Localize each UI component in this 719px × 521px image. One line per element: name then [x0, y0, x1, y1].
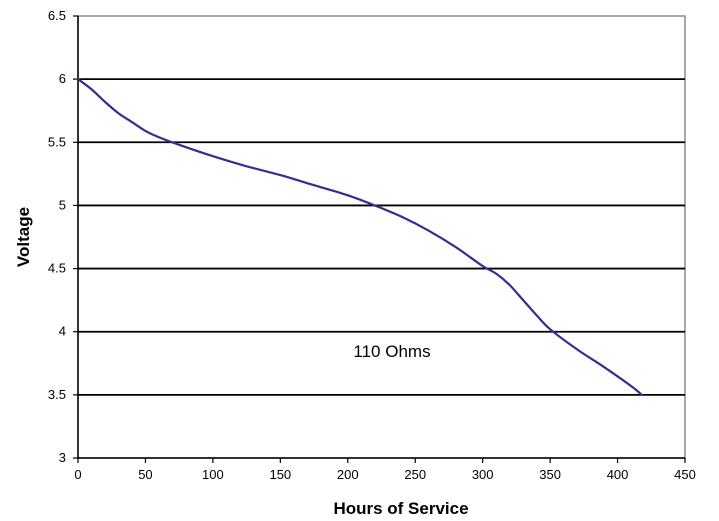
x-tick-label: 300	[472, 467, 494, 482]
x-tick-label: 150	[269, 467, 291, 482]
y-tick-label: 4.5	[48, 261, 66, 276]
y-tick-label: 3	[59, 450, 66, 465]
x-tick-label: 400	[607, 467, 629, 482]
x-tick-label: 250	[404, 467, 426, 482]
y-tick-label: 4	[59, 324, 66, 339]
x-tick-label: 0	[74, 467, 81, 482]
annotation-label: 110 Ohms	[353, 342, 430, 361]
x-axis-title: Hours of Service	[333, 499, 468, 518]
y-tick-label: 5.5	[48, 134, 66, 149]
x-tick-label: 350	[539, 467, 561, 482]
series-line	[76, 78, 643, 396]
y-tick-label: 6.5	[48, 8, 66, 23]
x-tick-label: 450	[674, 467, 696, 482]
ticks: 3 3.5 4 4.5 5 5.5 6 6.5 0 50 100 150 200 250 300 350 400…	[48, 8, 696, 482]
plot-area	[77, 15, 686, 459]
series	[76, 78, 643, 396]
x-tick-label: 200	[337, 467, 359, 482]
y-tick-label: 3.5	[48, 387, 66, 402]
y-tick-label: 5	[59, 197, 66, 212]
gridlines	[78, 78, 685, 396]
x-tick-label: 50	[138, 467, 152, 482]
y-axis-title: Voltage	[14, 207, 33, 267]
x-tick-label: 100	[202, 467, 224, 482]
axes	[77, 16, 685, 459]
y-tick-label: 6	[59, 71, 66, 86]
